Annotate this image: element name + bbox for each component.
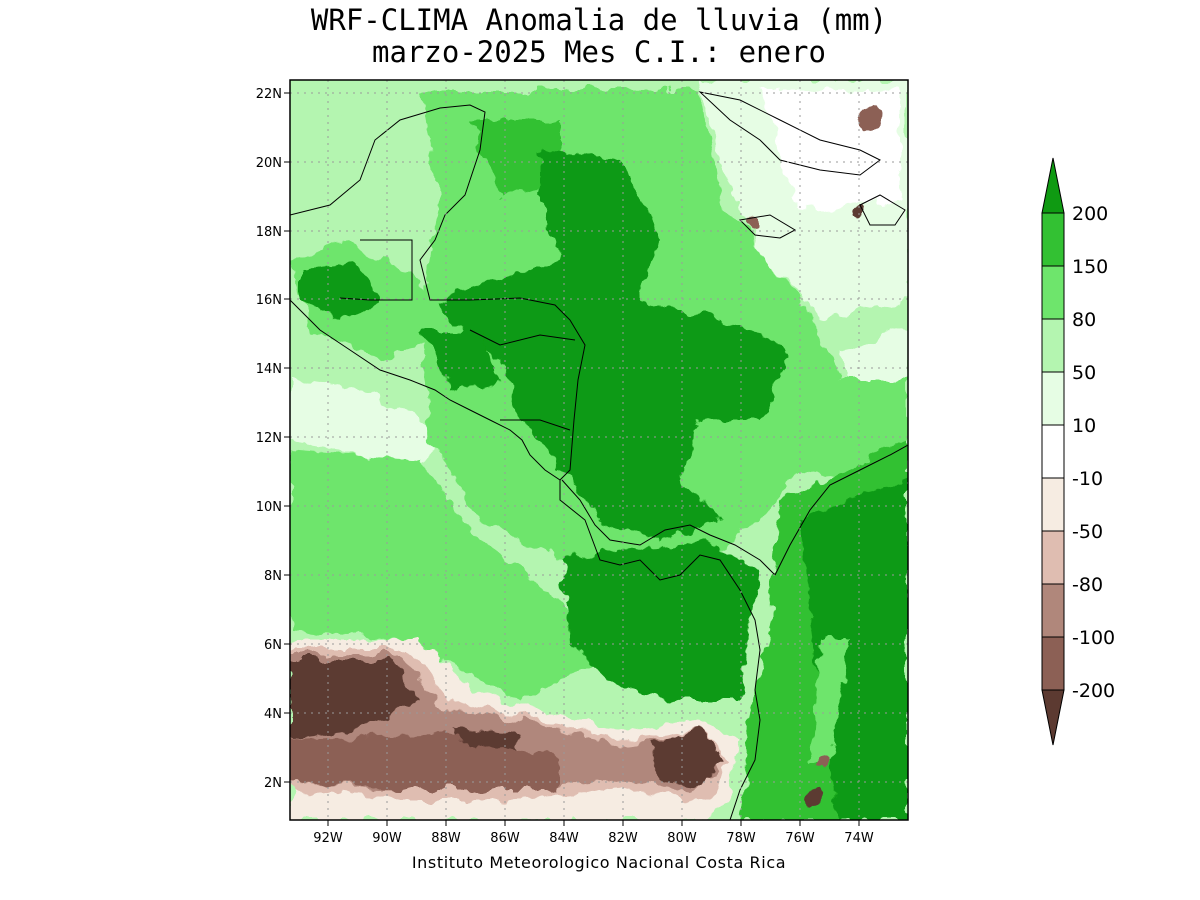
x-tick-label: 84W xyxy=(549,831,579,846)
colorbar-cap-top xyxy=(1041,157,1065,214)
colorbar-label: -80 xyxy=(1072,574,1103,596)
map-title: WRF-CLIMA Anomalia de lluvia (mm) xyxy=(310,3,888,37)
x-tick-label: 78W xyxy=(726,831,756,846)
colorbar-label: 80 xyxy=(1072,309,1096,331)
y-tick-label: 18N xyxy=(256,225,282,240)
x-tick-label: 90W xyxy=(372,831,402,846)
y-tick-label: 8N xyxy=(264,569,282,584)
map-subtitle: marzo-2025 Mes C.I.: enero xyxy=(372,35,826,69)
field-gt200-honduras-nicaragua xyxy=(440,150,790,540)
colorbar-label: 200 xyxy=(1072,203,1108,225)
border-nicaragua-costarica xyxy=(500,419,571,431)
colorbar-bin-m50-m10 xyxy=(1041,477,1065,532)
coastline-cuba xyxy=(698,91,881,176)
colorbar-label: 50 xyxy=(1072,362,1096,384)
x-tick-label: 76W xyxy=(785,831,815,846)
credit-footer: Instituto Meteorologico Nacional Costa R… xyxy=(411,853,787,872)
field-spot-haiti xyxy=(858,106,882,130)
y-tick-label: 16N xyxy=(256,293,282,308)
colorbar-label: -50 xyxy=(1072,521,1103,543)
y-tick-label: 22N xyxy=(256,87,282,102)
y-tick-label: 20N xyxy=(256,156,282,171)
colorbar-cap-bottom xyxy=(1041,689,1065,746)
y-tick-label: 2N xyxy=(264,776,282,791)
colorbar-label: -100 xyxy=(1072,627,1115,649)
y-tick-label: 6N xyxy=(264,638,282,653)
colorbar-bin-m80-m50 xyxy=(1041,530,1065,585)
colorbar-label: 150 xyxy=(1072,256,1108,278)
field-gt200-guatemala xyxy=(300,265,380,320)
colorbar-bin-10-50 xyxy=(1041,371,1065,426)
field-80-150-colombia-band xyxy=(810,640,850,760)
x-tick-label: 80W xyxy=(667,831,697,846)
field-spot-east xyxy=(848,208,860,220)
x-tick-label: 74W xyxy=(844,831,874,846)
field-lt-m200-east xyxy=(650,730,725,785)
coastline-pacific-south xyxy=(559,480,761,820)
coastline-hispaniola xyxy=(859,194,906,226)
colorbar-bin-50-80 xyxy=(1041,318,1065,373)
map-frame xyxy=(289,79,909,821)
colorbar-label: -10 xyxy=(1072,468,1103,490)
anomaly-field xyxy=(290,80,908,820)
x-tick-label: 82W xyxy=(608,831,638,846)
field-spot-south2 xyxy=(817,756,829,768)
field-spot-south xyxy=(804,789,822,807)
colorbar: 200 150 80 50 10 -10 -50 -80 -100 -200 xyxy=(1041,157,1115,746)
x-axis: 92W 90W 88W 86W 84W 82W 80W 78W 76W 74W xyxy=(313,820,874,846)
colorbar-bin-m200-m100 xyxy=(1041,636,1065,691)
x-tick-label: 88W xyxy=(431,831,461,846)
colorbar-bin-150-200 xyxy=(1041,212,1065,267)
coastline-mainland xyxy=(290,104,586,481)
x-tick-label: 92W xyxy=(313,831,343,846)
y-tick-label: 14N xyxy=(256,362,282,377)
coastline-jamaica xyxy=(738,214,797,239)
field-gt200-elsalvador xyxy=(420,330,500,390)
field-50-80-yucatan xyxy=(300,110,470,250)
y-tick-label: 4N xyxy=(264,707,282,722)
coastline-panama-caribbean xyxy=(561,479,776,576)
coastline-colombia xyxy=(774,444,908,576)
colorbar-bin-m100-m80 xyxy=(1041,583,1065,638)
field-spot-jamaica xyxy=(745,219,759,233)
coastlines xyxy=(290,91,908,820)
colorbar-label: -200 xyxy=(1072,680,1115,702)
x-tick-label: 86W xyxy=(490,831,520,846)
y-tick-label: 12N xyxy=(256,431,282,446)
border-honduras xyxy=(469,329,576,346)
field-lt-m200-west xyxy=(290,660,420,740)
graticule xyxy=(290,80,908,820)
field-150-200-yucatan-channel xyxy=(470,120,560,200)
y-tick-label: 10N xyxy=(256,500,282,515)
field-gt200-panama xyxy=(560,540,760,700)
colorbar-bin-80-150 xyxy=(1041,265,1065,320)
y-axis: 22N 20N 18N 16N 14N 12N 10N 8N 6N 4N 2N xyxy=(256,87,290,791)
colorbar-bin-m10-10 xyxy=(1041,424,1065,479)
colorbar-label: 10 xyxy=(1072,415,1096,437)
field-m100-m200-south xyxy=(290,735,560,790)
